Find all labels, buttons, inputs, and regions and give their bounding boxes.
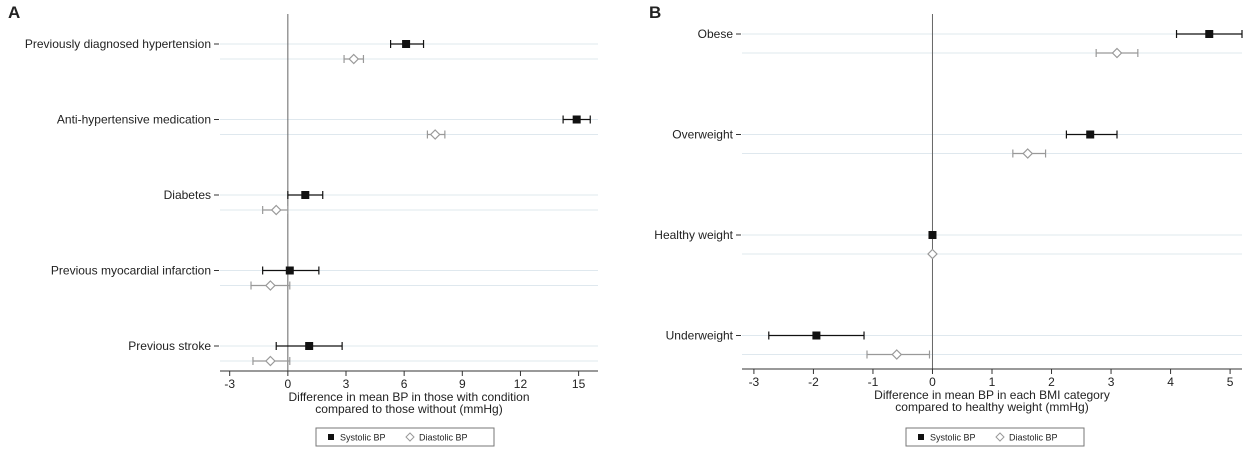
panel-b-xtick-label: 3 xyxy=(1108,375,1115,389)
panel-a-xtick-label: 12 xyxy=(514,377,528,391)
panel-b-legend-systolic-label: Systolic BP xyxy=(930,433,976,443)
panel-b-diastolic-point xyxy=(927,248,938,260)
panel-b-xtick-label: 0 xyxy=(929,375,936,389)
panel-b-xtick-label: 2 xyxy=(1048,375,1055,389)
panel-b-xtick-label: 1 xyxy=(989,375,996,389)
panel-a-xtick-label: -3 xyxy=(224,377,235,391)
panel-a-x-axis-title: Difference in mean BP in those with cond… xyxy=(288,390,529,404)
panel-b-category-label: Overweight xyxy=(672,128,733,142)
panel-b-category-label: Obese xyxy=(698,27,734,41)
panel-a-xtick-label: 9 xyxy=(459,377,466,391)
panel-a-x-axis-title: compared to those without (mmHg) xyxy=(315,402,502,416)
panel-b-diastolic-point xyxy=(1022,148,1034,159)
panel-b-x-axis-title: compared to healthy weight (mmHg) xyxy=(895,400,1088,414)
panel-b-diastolic-point xyxy=(1111,47,1123,59)
panel-b-xtick-label: -1 xyxy=(868,375,879,389)
panel-b-xtick-label: 4 xyxy=(1167,375,1174,389)
panel-a-xtick-label: 15 xyxy=(572,377,586,391)
panel-a-legend-diastolic-label: Diastolic BP xyxy=(419,433,468,443)
panel-b-category-label: Healthy weight xyxy=(654,228,733,242)
panel-a-category-label: Previous myocardial infarction xyxy=(51,264,211,278)
panel-b-xtick-label: 5 xyxy=(1227,375,1234,389)
panel-a-diastolic-point xyxy=(270,204,282,216)
panel-a-systolic-point xyxy=(402,40,411,48)
panel-a-systolic-point xyxy=(301,191,310,199)
panel-b-xtick-label: -2 xyxy=(808,375,819,389)
panel-a-diastolic-point xyxy=(429,129,441,140)
panel-a-legend-systolic-marker xyxy=(328,434,334,440)
panel-a-xtick-label: 6 xyxy=(401,377,408,391)
panel-b-x-axis-title: Difference in mean BP in each BMI catego… xyxy=(874,388,1110,402)
panel-b-systolic-point xyxy=(1205,30,1214,38)
forest-plot-conditions: Previously diagnosed hypertension Anti-hy… xyxy=(25,14,598,447)
panel-b-legend-diastolic-label: Diastolic BP xyxy=(1009,433,1058,443)
panel-b-xtick-label: -3 xyxy=(749,375,760,389)
panel-a-category-label: Diabetes xyxy=(164,188,211,202)
panel-b-legend-diastolic-marker xyxy=(995,432,1005,442)
panel-a-category-label: Previously diagnosed hypertension xyxy=(25,37,211,51)
panel-a-systolic-point xyxy=(572,115,581,124)
panel-b-legend-box xyxy=(905,427,1085,447)
panel-a-systolic-point xyxy=(305,342,314,350)
panel-a-diastolic-point xyxy=(348,53,360,65)
panel-a-xtick-label: 0 xyxy=(285,377,292,391)
panel-b-systolic-point xyxy=(812,331,821,340)
panel-b-diastolic-point xyxy=(891,349,903,360)
panel-a-xtick-label: 3 xyxy=(343,377,350,391)
panel-a-letter: A xyxy=(8,3,21,22)
panel-b-systolic-point xyxy=(1086,130,1095,139)
panel-a-legend-systolic-label: Systolic BP xyxy=(340,433,386,443)
panel-b-letter: B xyxy=(649,3,662,22)
panel-a-legend-box xyxy=(315,427,495,447)
panel-a-legend-diastolic-marker xyxy=(405,432,415,442)
panel-a-category-label: Previous stroke xyxy=(128,339,211,353)
panel-a-systolic-point xyxy=(285,266,294,275)
panel-a-category-label: Anti-hypertensive medication xyxy=(57,113,211,127)
panel-b-category-label: Underweight xyxy=(666,329,734,343)
forest-plot-bmi: Obese Overweight Healthy weight Underweight… xyxy=(654,14,1243,447)
panel-a-diastolic-point xyxy=(265,355,276,367)
panel-b-legend-systolic-marker xyxy=(918,434,924,440)
panel-a-diastolic-point xyxy=(265,280,276,291)
panel-b-systolic-point xyxy=(928,231,937,239)
